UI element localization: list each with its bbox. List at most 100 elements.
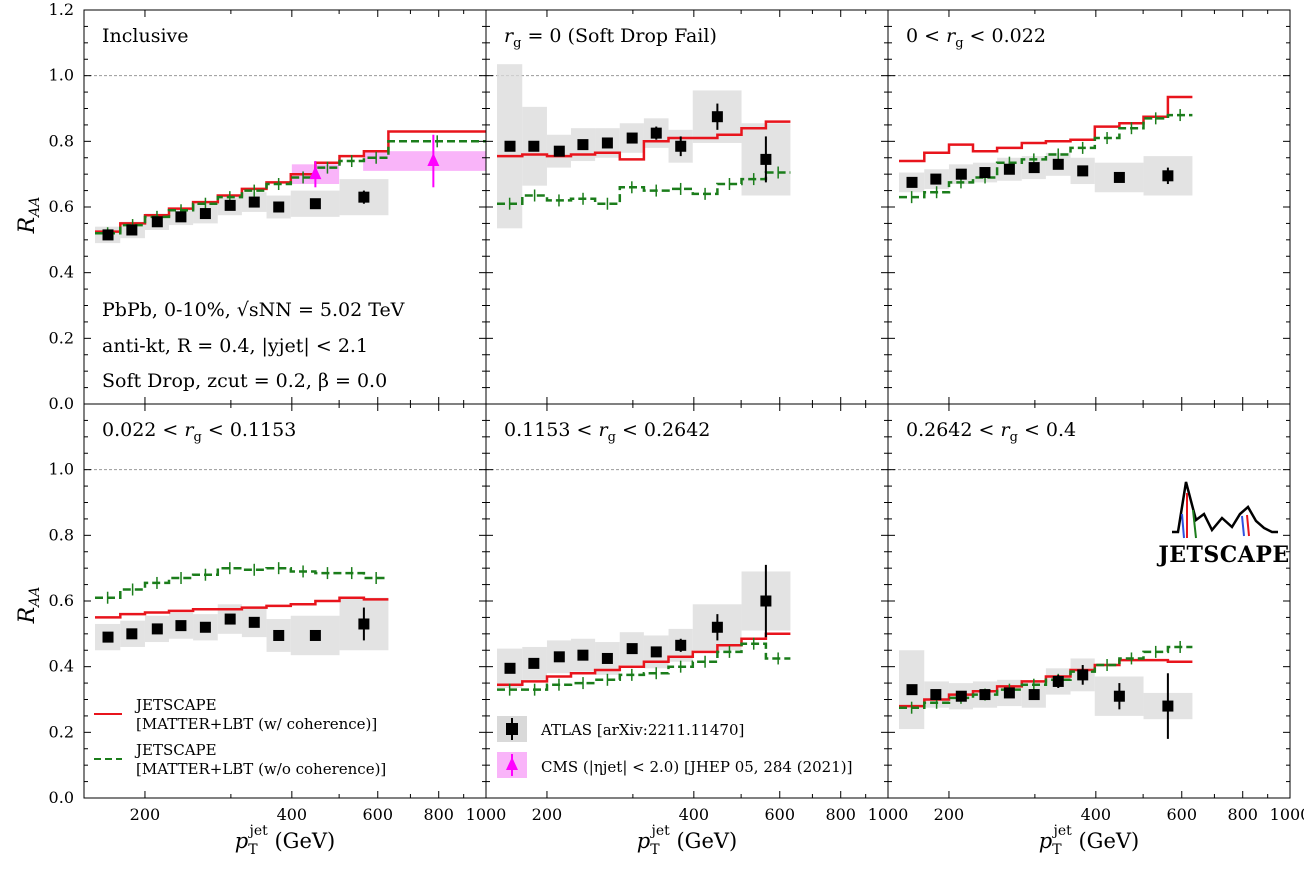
atlas-point [1077,669,1089,681]
y-tick-label: 0.2 [49,722,74,741]
panel-title: 0.2642 < rg < 0.4 [906,419,1076,445]
logo-text: JETSCAPE [1156,542,1289,568]
panel-title-sub: g [513,36,521,51]
curve-without-coherence [497,171,791,205]
ylabel-bottom: RAA [15,587,43,625]
x-tick-label: 200 [934,805,965,824]
atlas-point [930,689,942,701]
xlabel-sup: jet [1052,823,1073,839]
atlas-point [358,191,370,203]
atlas-point [1162,700,1174,712]
atlas-point [224,199,236,211]
panel-title-post: = 0 (Soft Drop Fail) [521,25,716,47]
atlas-point [1028,162,1040,174]
atlas-point [626,132,638,144]
atlas-point [224,613,236,625]
panel-title: 0.1153 < rg < 0.2642 [504,419,710,445]
atlas-point [1052,158,1064,170]
y-tick-label: 1.2 [49,0,74,19]
logo-mountain [1172,481,1278,534]
logo-blue-stroke [1181,513,1185,539]
ylabel-sub: AA [27,197,43,219]
curve-with-coherence [497,120,791,161]
atlas-point [528,140,540,152]
atlas-point [906,176,918,188]
cms-syst-band [363,151,486,171]
xlabel-sup: jet [248,823,269,839]
legend-theory-2-line1: JETSCAPE [134,741,217,759]
atlas-point [273,629,285,641]
xlabel-sub: T [248,842,258,858]
system-line-3: Soft Drop, zcut = 0.2, β = 0.0 [102,370,387,392]
y-tick-label: 1.0 [49,66,74,85]
x-tick-label: 400 [277,805,308,824]
curve-without-coherence [899,113,1193,199]
xlabel-p: p [1039,829,1052,853]
y-tick-label: 0.4 [49,263,74,282]
panel-title-post: < 0.022 [964,25,1046,47]
atlas-point [175,211,187,223]
panel-title-pre: 0 < [906,25,946,47]
atlas-point [601,137,613,149]
panel-title-var: r [946,25,957,47]
atlas-point [175,620,187,632]
panel-frame [83,403,487,799]
y-tick-label: 1.0 [49,460,74,479]
x-tick-label: 600 [362,805,393,824]
panel-frame [887,403,1291,799]
xlabel-unit: (GeV) [268,829,335,853]
legend-atlas-marker [506,723,518,735]
curve-without-coherence [95,566,389,599]
jetscape-logo: JETSCAPE [1156,481,1289,568]
atlas-point [248,616,260,628]
panel-frame [485,9,889,405]
x-tick-label: 1000 [868,805,909,824]
panel-title-pre: 0.1153 < [504,419,598,441]
xlabel-2: pTjet (GeV) [637,823,738,858]
panel-title-var: r [504,25,515,47]
legend-atlas-label: ATLAS [arXiv:2211.11470] [540,721,744,739]
atlas-point [1077,165,1089,177]
ylabel-sub: AA [27,587,43,609]
cms-point [427,153,440,167]
xlabels: pTjet (GeV) pTjet (GeV) pTjet (GeV) [235,823,1140,858]
panel-title-sub: g [608,430,616,445]
atlas-point [711,621,723,633]
panel-frame [887,9,1291,405]
atlas-point [955,690,967,702]
atlas-point [199,208,211,220]
panel-title-sub: g [1010,430,1018,445]
atlas-point [930,173,942,185]
y-tick-label: 0.8 [49,131,74,150]
atlas-point [151,623,163,635]
atlas-point [528,657,540,669]
atlas-point [102,229,114,241]
atlas-point [675,140,687,152]
atlas-point [955,168,967,180]
y-tick-label: 0.8 [49,525,74,544]
y-tick-label: 0.2 [49,328,74,347]
atlas-point [577,139,589,151]
atlas-point [1162,170,1174,182]
atlas-point [102,631,114,643]
xlabel-p: p [637,829,650,853]
logo-green-stroke [1192,509,1197,539]
curve-with-coherence [899,95,1193,163]
x-tick-label: 1000 [466,805,507,824]
atlas-point [1003,163,1015,175]
atlas-point [675,639,687,651]
system-line-1: PbPb, 0-10%, √sNN = 5.02 TeV [102,299,405,321]
legend-theory-2-line2: [MATTER+LBT (w/o coherence)] [136,760,386,778]
atlas-point [199,621,211,633]
atlas-point [248,196,260,208]
panel-2: rg = 0 (Soft Drop Fail) [485,9,889,405]
curve-without-coherence [899,645,1193,709]
atlas-point [504,662,516,674]
atlas-point [906,684,918,696]
atlas-point [126,628,138,640]
cms-point [309,166,322,180]
curve-without-coherence [497,642,791,691]
curve-without-coherence [95,140,486,235]
